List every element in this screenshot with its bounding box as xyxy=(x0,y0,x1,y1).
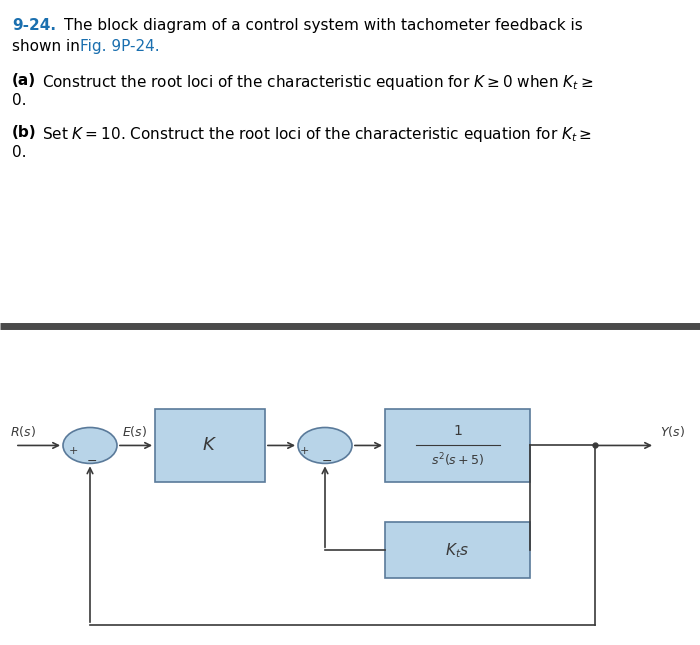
Text: (a): (a) xyxy=(12,73,36,88)
Text: 1: 1 xyxy=(453,424,462,438)
Text: +: + xyxy=(300,446,309,457)
Text: shown in: shown in xyxy=(12,39,85,54)
Text: $R(s)$: $R(s)$ xyxy=(10,424,36,439)
Text: $s^2(s+5)$: $s^2(s+5)$ xyxy=(430,451,484,469)
Circle shape xyxy=(63,428,117,463)
Text: 0.: 0. xyxy=(12,145,27,160)
Text: Construct the root loci of the characteristic equation for $K \geq 0$ when $K_t : Construct the root loci of the character… xyxy=(42,73,594,92)
Text: Set $K = 10$. Construct the root loci of the characteristic equation for $K_t \g: Set $K = 10$. Construct the root loci of… xyxy=(42,125,592,144)
Circle shape xyxy=(298,428,352,463)
Text: $E(s)$: $E(s)$ xyxy=(122,424,147,439)
Text: 9-24.: 9-24. xyxy=(12,18,56,33)
Bar xyxy=(385,409,530,482)
Text: $Y(s)$: $Y(s)$ xyxy=(660,424,685,439)
Text: +: + xyxy=(69,446,78,457)
Text: The block diagram of a control system with tachometer feedback is: The block diagram of a control system wi… xyxy=(64,18,582,33)
Text: 0.: 0. xyxy=(12,93,27,108)
Text: −: − xyxy=(87,455,97,468)
Text: Fig. 9P-24.: Fig. 9P-24. xyxy=(80,39,160,54)
Text: $K$: $K$ xyxy=(202,437,218,455)
Bar xyxy=(385,522,530,579)
Text: −: − xyxy=(322,455,332,468)
Bar xyxy=(155,409,265,482)
Text: $K_t s$: $K_t s$ xyxy=(445,541,470,560)
Text: (b): (b) xyxy=(12,125,36,140)
